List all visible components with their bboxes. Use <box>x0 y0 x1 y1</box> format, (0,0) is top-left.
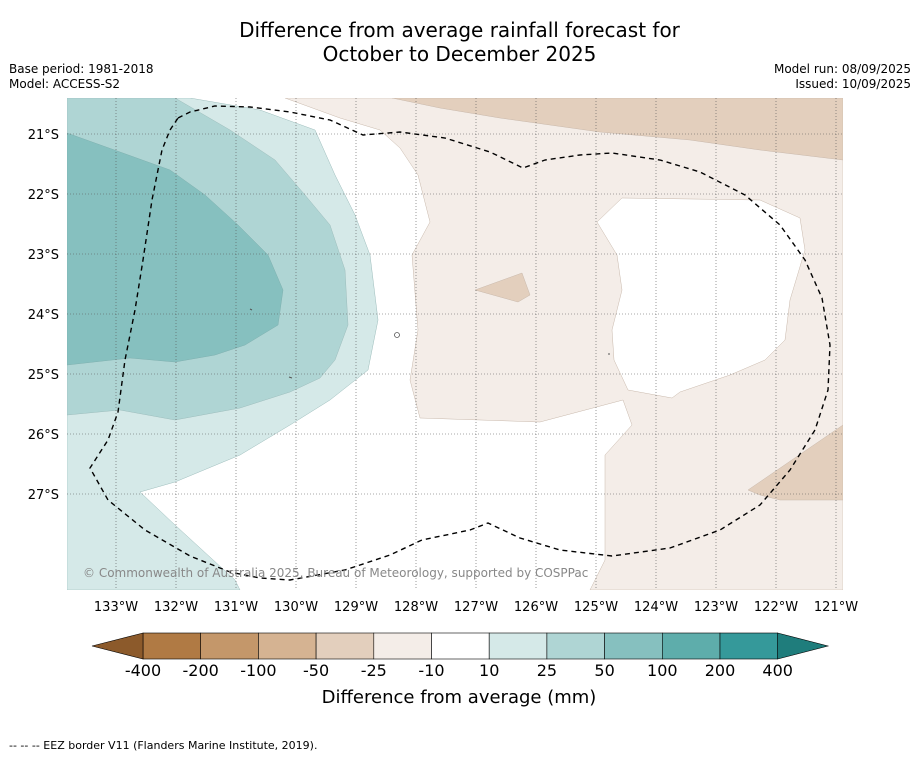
wet-region-strong <box>67 132 284 366</box>
latitude-labels: 21°S 22°S 23°S 24°S 25°S 26°S 27°S <box>28 128 59 503</box>
colorbar-segment <box>488 632 548 660</box>
colorbar-tick-label: 25 <box>537 661 557 680</box>
longitude-label: 130°W <box>274 600 318 615</box>
latitude-label: 26°S <box>28 428 59 443</box>
colorbar-segment <box>604 632 663 660</box>
colorbar-segment <box>719 632 779 660</box>
longitude-label: 126°W <box>514 600 558 615</box>
longitude-label: 127°W <box>454 600 498 615</box>
dry-region-medium-center <box>474 272 531 303</box>
longitude-label: 131°W <box>214 600 258 615</box>
colorbar-tick-labels: -400 -200 -100 -50 -25 -10 10 25 50 100 200 400 <box>125 661 793 680</box>
colorbar-extend-wet <box>777 632 830 660</box>
meta-left: Base period: 1981-2018 Model: ACCESS-S2 <box>9 62 154 92</box>
colorbar-tick-label: 100 <box>647 661 678 680</box>
colorbar-tick-label: -10 <box>418 661 444 680</box>
longitude-label: 121°W <box>814 600 858 615</box>
colorbar-title: Difference from average (mm) <box>322 687 597 708</box>
longitude-label: 132°W <box>154 600 198 615</box>
map-plot-area: © Commonwealth of Australia 2025, Bureau… <box>67 98 843 590</box>
issued-text: Issued: 10/09/2025 <box>795 77 911 91</box>
colorbar-tick-label: -100 <box>240 661 276 680</box>
longitude-label: 125°W <box>574 600 618 615</box>
dry-region-medium-north <box>391 98 843 161</box>
colorbar-segment <box>142 632 202 660</box>
colorbar-tick-label: 400 <box>762 661 793 680</box>
latitude-label: 27°S <box>28 488 59 503</box>
small-contour-tick-2 <box>288 376 293 379</box>
title-line-1: Difference from average rainfall forecas… <box>239 18 680 42</box>
map-title: Difference from average rainfall forecas… <box>0 18 919 66</box>
model-run-text: Model run: 08/09/2025 <box>773 62 911 76</box>
colorbar-segment <box>200 632 259 660</box>
latitude-label: 24°S <box>28 308 59 323</box>
eez-border <box>89 105 831 581</box>
latitude-label: 22°S <box>28 188 59 203</box>
colorbar <box>91 632 830 660</box>
longitude-label: 128°W <box>394 600 438 615</box>
colorbar-tick-label: 50 <box>594 661 614 680</box>
colorbar-tick-label: -25 <box>361 661 387 680</box>
latitude-label: 23°S <box>28 248 59 263</box>
longitude-label: 129°W <box>334 600 378 615</box>
map-gridlines <box>67 98 843 590</box>
latitude-label: 21°S <box>28 128 59 143</box>
model-text: Model: ACCESS-S2 <box>9 77 121 91</box>
colorbar-tick-label: -50 <box>303 661 329 680</box>
colorbar-extend-dry <box>91 632 144 660</box>
colorbar-segment <box>661 632 721 660</box>
colorbar-tick-label: -200 <box>183 661 219 680</box>
longitude-label: 122°W <box>754 600 798 615</box>
meta-right: Model run: 08/09/2025 Issued: 10/09/2025 <box>774 62 911 92</box>
longitude-labels: 133°W 132°W 131°W 130°W 129°W 128°W 127°W 126°W… <box>94 600 858 615</box>
colorbar-tick-label: 10 <box>479 661 499 680</box>
longitude-label: 123°W <box>694 600 738 615</box>
colorbar-segment <box>546 632 605 660</box>
small-contour-tick-1 <box>249 308 253 311</box>
colorbar-segment <box>431 632 490 660</box>
longitude-label: 124°W <box>634 600 678 615</box>
colorbar-segment <box>315 632 375 660</box>
colorbar-segment <box>258 632 317 660</box>
copyright-text: © Commonwealth of Australia 2025, Bureau… <box>83 566 588 580</box>
colorbar-segment <box>373 632 432 660</box>
longitude-label: 133°W <box>94 600 138 615</box>
base-period-text: Base period: 1981-2018 <box>9 62 154 76</box>
latitude-label: 25°S <box>28 368 59 383</box>
eez-footnote: -- -- -- EEZ border V11 (Flanders Marine… <box>9 739 318 752</box>
neutral-hole-east <box>596 197 806 399</box>
colorbar-tick-label: 200 <box>705 661 736 680</box>
colorbar-tick-label: -400 <box>125 661 161 680</box>
small-contour-mark <box>394 332 400 338</box>
title-line-2: October to December 2025 <box>322 42 597 66</box>
